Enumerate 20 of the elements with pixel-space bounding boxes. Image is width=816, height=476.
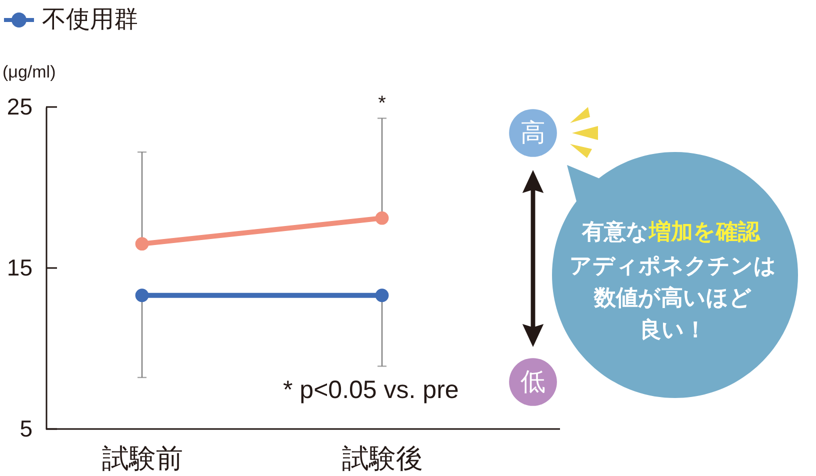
y-tick-label: 5 (20, 416, 32, 442)
annotation: 高 (520, 119, 546, 147)
annotation: * p<0.05 vs. pre (283, 376, 459, 404)
text: 数値が高いほど (593, 285, 752, 310)
text: 増加を確認 (648, 219, 761, 244)
y-axis-title: (μg/ml) (2, 62, 56, 82)
annotation: * (378, 92, 386, 114)
text: 有意な (581, 219, 649, 244)
y-tick-label: 15 (6, 254, 32, 280)
legend-label: 不使用群 (42, 6, 138, 33)
x-tick-label: 試験後 (342, 444, 423, 474)
text: 良い！ (640, 317, 706, 342)
point (375, 211, 389, 225)
x-tick-label: 試験前 (102, 444, 183, 474)
point (375, 288, 389, 302)
text: アディポネクチンは (570, 253, 776, 278)
point (135, 288, 149, 302)
annotation: 低 (520, 368, 546, 396)
y-tick-label: 25 (6, 94, 32, 120)
point (135, 237, 149, 251)
